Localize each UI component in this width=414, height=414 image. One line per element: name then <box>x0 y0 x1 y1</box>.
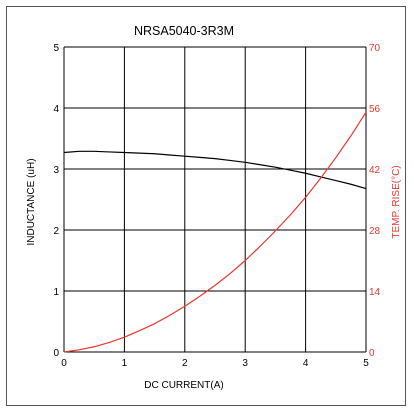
x-tick-label: 5 <box>363 358 369 369</box>
x-tick-label: 3 <box>242 358 248 369</box>
y-tick-label: 5 <box>53 43 59 54</box>
y-tick-label: 1 <box>53 287 59 298</box>
y2-tick-label: 70 <box>369 43 381 54</box>
inductance-temp-chart: NRSA5040-3R3M DC CURRENT(A) INDUCTANCE (… <box>26 24 402 391</box>
y2-axis-label: TEMP. RISE(°C) <box>391 165 402 238</box>
x-tick-label: 0 <box>61 358 67 369</box>
x-tick-label: 1 <box>122 358 128 369</box>
chart-frame: NRSA5040-3R3M DC CURRENT(A) INDUCTANCE (… <box>6 6 406 406</box>
y2-tick-label: 56 <box>369 104 381 115</box>
y2-tick-label: 42 <box>369 165 381 176</box>
y-axis-label: INDUCTANCE (uH) <box>26 158 37 245</box>
y-tick-label: 3 <box>53 165 59 176</box>
x-tick-label: 2 <box>182 358 188 369</box>
y2-tick-label: 0 <box>369 348 375 359</box>
y-tick-label: 0 <box>53 348 59 359</box>
temp-rise-line <box>63 112 367 353</box>
chart-title: NRSA5040-3R3M <box>134 24 234 38</box>
y-tick-label: 4 <box>53 104 59 115</box>
y2-tick-label: 28 <box>369 226 381 237</box>
x-axis-label: DC CURRENT(A) <box>144 380 223 391</box>
x-tick-label: 4 <box>303 358 309 369</box>
inductance-line <box>63 150 367 190</box>
y2-tick-label: 14 <box>369 287 381 298</box>
y-tick-label: 2 <box>53 226 59 237</box>
